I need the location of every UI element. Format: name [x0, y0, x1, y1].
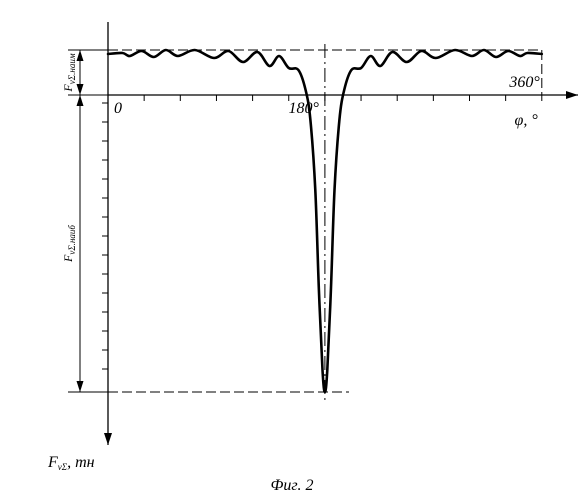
- y-axis: [104, 22, 112, 445]
- span-main-label: FvΣ.наиб: [61, 225, 77, 263]
- figure-svg: 0 180° 360° φ, ° FvΣ, mн FvΣ.наим FvΣ.на…: [0, 0, 584, 500]
- figure-caption: Фиг. 2: [271, 477, 314, 494]
- xtick-0-label: 0: [114, 100, 122, 117]
- xtick-180-label: 180°: [288, 100, 319, 117]
- x-axis: [102, 91, 578, 369]
- span-top-label: FvΣ.наим: [61, 53, 77, 92]
- x-axis-label: φ, °: [515, 112, 539, 129]
- y-axis-label: FvΣ, mн: [47, 454, 95, 472]
- xtick-360-label: 360°: [508, 74, 540, 91]
